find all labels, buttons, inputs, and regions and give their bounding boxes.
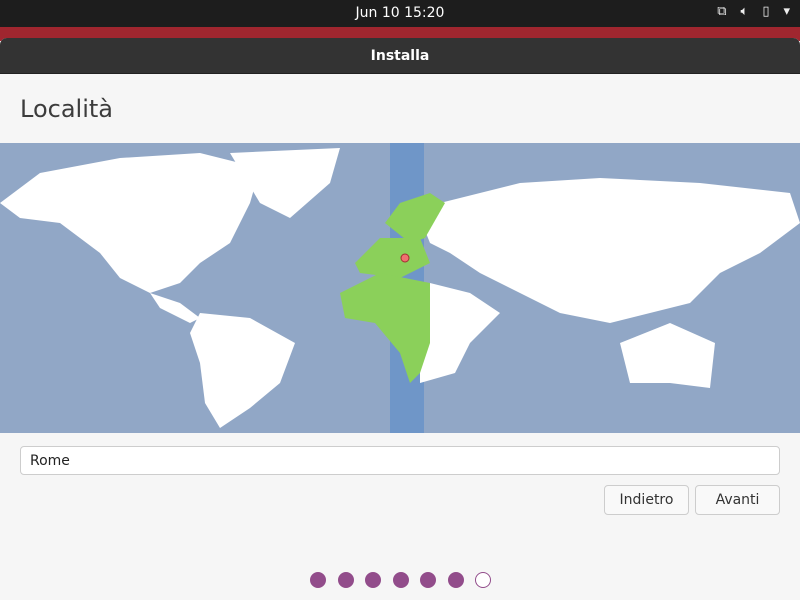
europe-asia [420, 178, 800, 323]
central-america [150, 293, 200, 323]
battery-icon[interactable]: ▯ [762, 4, 770, 19]
volume-icon[interactable]: 🔈︎ [740, 4, 749, 19]
europe-highlight [355, 238, 430, 278]
location-input[interactable] [20, 446, 780, 475]
selected-country-highlight [340, 193, 445, 383]
scandinavia [385, 193, 445, 243]
progress-dot-done [447, 572, 464, 588]
australia [620, 323, 715, 388]
desktop-background [0, 27, 800, 41]
network-icon[interactable]: ⧉ [717, 4, 727, 19]
next-button[interactable]: Avanti [695, 485, 780, 515]
window-title: Installa [0, 38, 800, 74]
progress-dot-done [337, 572, 354, 588]
africa-east [420, 283, 500, 383]
installer-window: Installa Località Indietro Avanti [0, 38, 800, 600]
progress-dot-done [310, 572, 326, 588]
timezone-map[interactable] [0, 143, 800, 433]
progress-dot-current [475, 572, 491, 588]
continents [0, 148, 800, 428]
north-america [0, 153, 260, 293]
clock[interactable]: Jun 10 15:20 [355, 5, 445, 21]
back-button[interactable]: Indietro [604, 485, 689, 515]
selected-city-marker [400, 253, 410, 263]
progress-dots [310, 572, 491, 588]
south-america [190, 313, 295, 428]
top-bar: Jun 10 15:20 ⧉ 🔈︎ ▯ ▾ [0, 0, 800, 27]
page-title: Località [20, 95, 113, 123]
greenland [230, 148, 340, 218]
africa-highlight [340, 273, 430, 383]
progress-dot-done [392, 572, 409, 588]
progress-dot-done [420, 572, 436, 588]
progress-dot-done [365, 572, 381, 588]
system-tray[interactable]: ⧉ 🔈︎ ▯ ▾ [717, 4, 790, 19]
system-menu-arrow-icon[interactable]: ▾ [783, 4, 790, 19]
